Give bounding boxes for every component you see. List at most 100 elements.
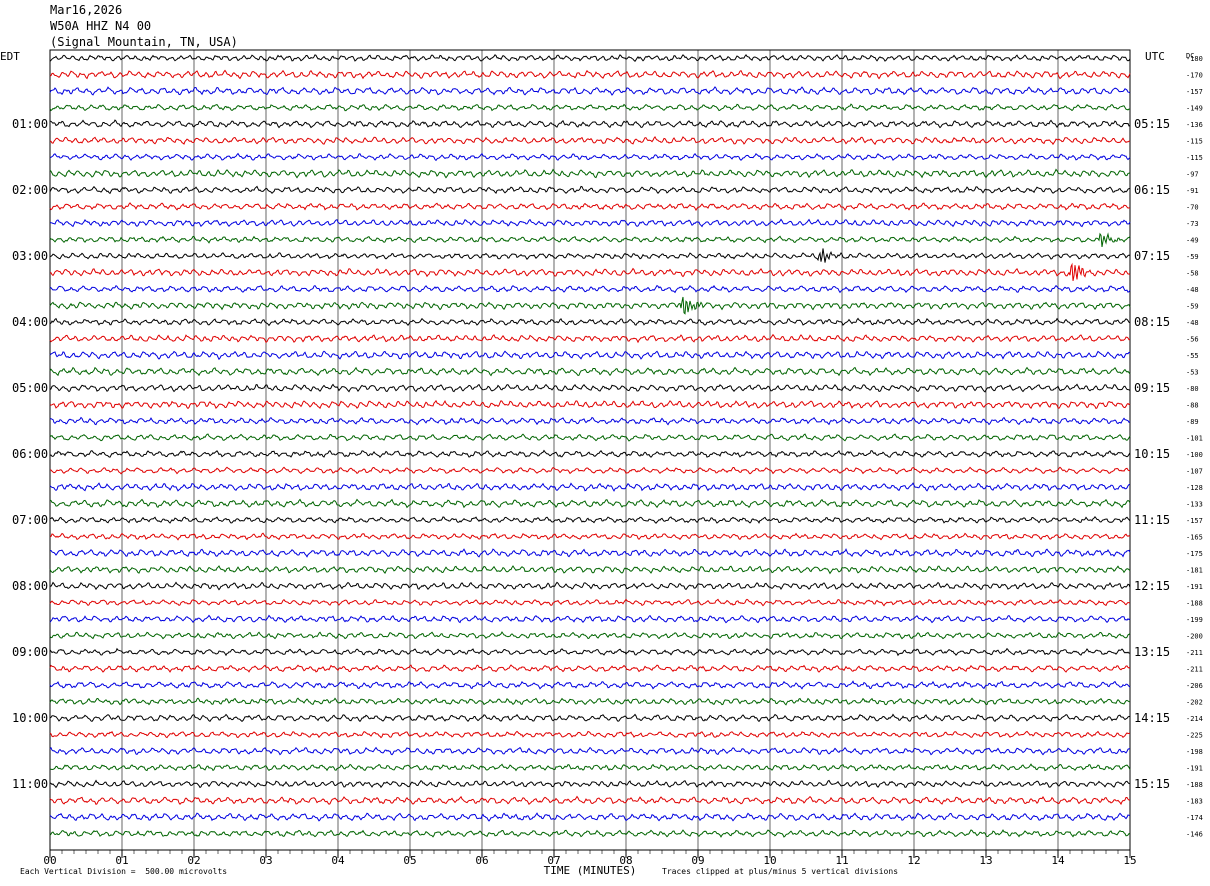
dc-offset-label: -59 bbox=[1186, 253, 1199, 261]
dc-offset-label: -53 bbox=[1186, 369, 1199, 377]
dc-offset-label: -149 bbox=[1186, 105, 1203, 113]
trace-row bbox=[49, 69, 1131, 80]
trace-row bbox=[49, 383, 1131, 393]
dc-offset-label: -200 bbox=[1186, 633, 1203, 641]
x-tick-label: 02 bbox=[187, 854, 200, 867]
dc-offset-label: -56 bbox=[1186, 336, 1199, 344]
trace-row bbox=[49, 416, 1131, 426]
dc-offset-label: -73 bbox=[1186, 220, 1199, 228]
dc-offset-label: -48 bbox=[1186, 286, 1199, 294]
dc-offset-label: -91 bbox=[1186, 187, 1199, 195]
dc-offset-label: -170 bbox=[1186, 72, 1203, 80]
trace-row bbox=[49, 136, 1131, 146]
trace-row bbox=[49, 284, 1131, 294]
plot-frame bbox=[49, 49, 1131, 851]
right-hour-label: 15:15 bbox=[1134, 777, 1170, 791]
trace-row bbox=[49, 86, 1131, 96]
left-hour-label: 03:00 bbox=[12, 249, 48, 263]
trace-row bbox=[49, 350, 1131, 361]
trace-row bbox=[49, 218, 1131, 228]
x-tick-label: 03 bbox=[259, 854, 272, 867]
dc-offset-label: -175 bbox=[1186, 550, 1203, 558]
dc-offset-label: -199 bbox=[1186, 616, 1203, 624]
dc-offset-label: -214 bbox=[1186, 715, 1203, 723]
left-hour-label: 01:00 bbox=[12, 117, 48, 131]
x-tick-label: 15 bbox=[1123, 854, 1136, 867]
traces bbox=[49, 53, 1131, 838]
trace-row bbox=[49, 779, 1131, 789]
left-hour-label: 08:00 bbox=[12, 579, 48, 593]
trace-row bbox=[49, 763, 1131, 772]
dc-offset-label: -211 bbox=[1186, 666, 1203, 674]
trace-row bbox=[49, 829, 1131, 838]
footer-scale: Each Vertical Division = 500.00 microvol… bbox=[20, 867, 228, 876]
trace-row bbox=[49, 614, 1131, 624]
dc-offset-label: -101 bbox=[1186, 435, 1203, 443]
footer-clip: Traces clipped at plus/minus 5 vertical … bbox=[662, 867, 899, 876]
right-hour-label: 07:15 bbox=[1134, 249, 1170, 263]
right-hour-label: 08:15 bbox=[1134, 315, 1170, 329]
trace-row bbox=[50, 548, 1131, 558]
dc-offset-label: -157 bbox=[1186, 517, 1203, 525]
trace-row bbox=[49, 532, 1131, 541]
x-axis-label: TIME (MINUTES) bbox=[544, 864, 637, 877]
dc-offset-label: -80 bbox=[1186, 385, 1199, 393]
trace-row bbox=[49, 317, 1131, 327]
dc-offset-label: -49 bbox=[1186, 237, 1199, 245]
dc-offset-label: -58 bbox=[1186, 270, 1199, 278]
dc-offset-label: -211 bbox=[1186, 649, 1203, 657]
dc-offset-label: -100 bbox=[1186, 451, 1203, 459]
trace-row bbox=[49, 366, 1131, 377]
right-hour-label: 05:15 bbox=[1134, 117, 1170, 131]
trace-row bbox=[49, 103, 1131, 112]
trace-row bbox=[49, 449, 1131, 459]
trace-row bbox=[49, 333, 1131, 344]
x-tick-label: 10 bbox=[763, 854, 776, 867]
dc-offset-label: -97 bbox=[1186, 171, 1199, 179]
left-hour-label: 04:00 bbox=[12, 315, 48, 329]
trace-row bbox=[49, 296, 1131, 315]
left-axis-title: EDT bbox=[0, 50, 20, 63]
axis-labels: 00 01 02 03 04 05 06 07 08 09 10 11 12 13 14 15 TIME (MI… bbox=[0, 50, 1203, 877]
x-tick-label: 06 bbox=[475, 854, 488, 867]
right-hour-label: 13:15 bbox=[1134, 645, 1170, 659]
dc-title: DC bbox=[1186, 52, 1194, 60]
trace-row bbox=[49, 598, 1131, 607]
dc-offset-label: -181 bbox=[1186, 567, 1203, 575]
x-tick-label: 04 bbox=[331, 854, 345, 867]
plot-grid bbox=[49, 49, 1131, 858]
x-tick-label: 07 bbox=[547, 854, 560, 867]
trace-row bbox=[49, 795, 1131, 806]
trace-row bbox=[49, 498, 1131, 509]
x-tick-label: 08 bbox=[619, 854, 632, 867]
dc-offset-label: -180 bbox=[1186, 55, 1203, 63]
dc-offset-label: -115 bbox=[1186, 154, 1203, 162]
trace-row bbox=[49, 202, 1130, 212]
left-hour-label: 06:00 bbox=[12, 447, 48, 461]
dc-offset-label: -70 bbox=[1186, 204, 1199, 212]
station-label: W50A HHZ N4 00 bbox=[50, 19, 152, 33]
right-axis-title: UTC bbox=[1145, 50, 1165, 63]
dc-offset-label: -133 bbox=[1186, 501, 1203, 509]
trace-row bbox=[49, 119, 1131, 129]
dc-offset-label: -206 bbox=[1186, 682, 1203, 690]
dc-offset-label: -107 bbox=[1186, 468, 1203, 476]
x-tick-label: 13 bbox=[979, 854, 992, 867]
trace-row bbox=[49, 152, 1131, 162]
dc-offset-label: -202 bbox=[1186, 699, 1203, 707]
date-label: Mar16,2026 bbox=[50, 3, 123, 17]
x-tick-label: 14 bbox=[1051, 854, 1065, 867]
dc-offset-label: -188 bbox=[1186, 781, 1203, 789]
trace-row bbox=[49, 581, 1131, 591]
trace-row bbox=[49, 812, 1131, 822]
trace-row bbox=[49, 730, 1131, 739]
dc-offset-label: -48 bbox=[1186, 319, 1199, 327]
right-hour-label: 06:15 bbox=[1134, 183, 1170, 197]
left-hour-label: 07:00 bbox=[12, 513, 48, 527]
trace-row bbox=[49, 664, 1131, 673]
dc-offset-label: -188 bbox=[1186, 600, 1203, 608]
right-hour-label: 12:15 bbox=[1134, 579, 1170, 593]
trace-row bbox=[49, 746, 1130, 756]
dc-offset-label: -191 bbox=[1186, 765, 1203, 773]
